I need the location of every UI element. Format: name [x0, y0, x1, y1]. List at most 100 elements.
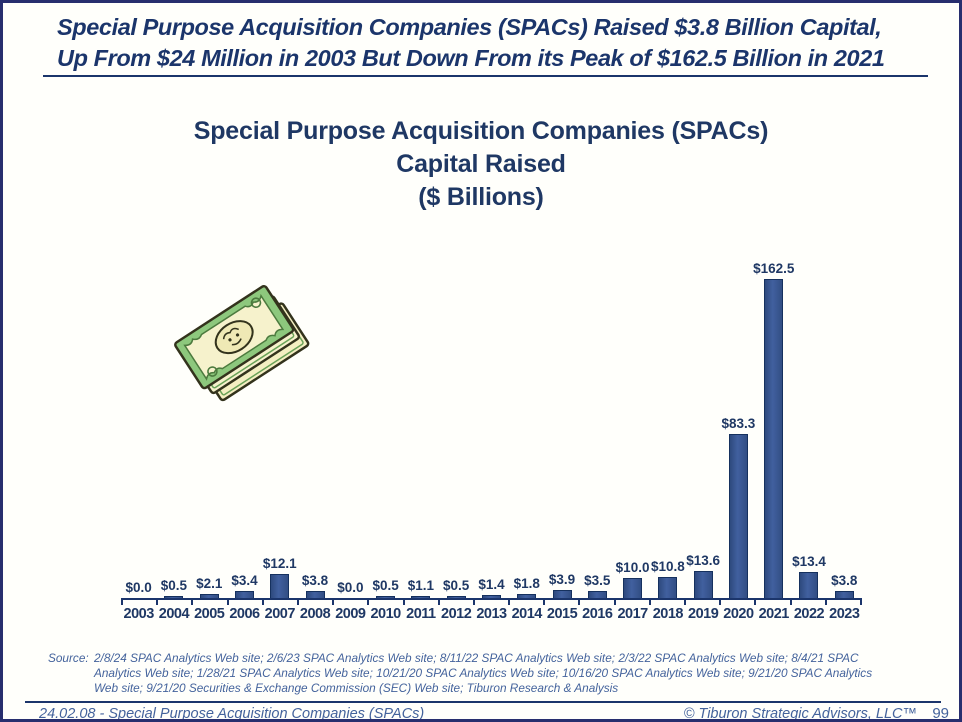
bar — [517, 594, 537, 598]
chart-title: Special Purpose Acquisition Companies (S… — [3, 115, 959, 214]
footer-rule — [25, 701, 941, 703]
bar — [446, 596, 466, 598]
year-label: 2014 — [511, 606, 543, 622]
bar-value-label: $12.1 — [262, 556, 297, 571]
bar-column: $0.5 — [368, 578, 403, 598]
year-label: 2020 — [723, 606, 754, 622]
year-label: 2008 — [299, 606, 331, 622]
bar-value-label: $162.5 — [753, 261, 795, 276]
axis-tick — [226, 600, 229, 605]
axis-tick — [508, 600, 511, 605]
bar-value-label: $10.8 — [650, 559, 685, 574]
bar-value-label: $0.0 — [125, 580, 152, 595]
bar — [164, 596, 184, 598]
axis-tick — [191, 600, 194, 605]
bar-column: $0.0 — [121, 580, 156, 598]
footer-copyright: © Tiburon Strategic Advisors, LLC™ — [683, 706, 917, 722]
bars-row: $0.0 $0.5 $2.1 $3.4 $12.1 $3.8 $0.0 $0.5 $1.1 $0.… — [121, 253, 862, 598]
bar-column: $3.8 — [297, 573, 332, 598]
axis-tick — [684, 600, 686, 605]
axis-tick — [789, 600, 792, 605]
year-label: 2018 — [652, 606, 684, 622]
source-note: Source: 2/8/24 SPAC Analytics Web site; … — [48, 651, 898, 696]
axis-tick — [824, 600, 827, 605]
source-label: Source: — [48, 651, 89, 665]
year-label: 2006 — [229, 606, 260, 622]
bar-value-label: $1.4 — [478, 577, 505, 592]
bar-column: $1.4 — [474, 577, 509, 598]
bar — [234, 591, 254, 598]
header-line-2: Up From $24 Million in 2003 But Down Fro… — [57, 45, 885, 71]
bar — [623, 578, 643, 598]
year-label: 2007 — [264, 606, 296, 622]
year-label: 2017 — [617, 606, 648, 622]
bar-value-label: $3.8 — [831, 573, 858, 588]
axis-tick — [578, 600, 581, 605]
bar-column: $3.8 — [827, 573, 862, 598]
x-axis-year-labels: 2003 2004 2005 2006 2007 2008 2009 2010 2011 2012… — [121, 606, 862, 622]
year-label: 2012 — [441, 606, 472, 622]
footer-page-number: 99 — [932, 705, 949, 722]
header-takeaway: Special Purpose Acquisition Companies (S… — [57, 12, 937, 74]
bar-value-label: $2.1 — [196, 576, 223, 591]
year-label: 2022 — [793, 606, 825, 622]
axis-tick — [754, 600, 757, 605]
year-label: 2016 — [582, 606, 613, 622]
bar-column: $0.5 — [439, 578, 474, 598]
bar-value-label: $3.8 — [301, 573, 329, 588]
bar-value-label: $1.8 — [513, 576, 540, 591]
bar-value-label: $0.5 — [160, 578, 188, 593]
bar-column: $10.8 — [650, 559, 685, 598]
axis-tick — [402, 600, 405, 605]
x-axis-ticks — [121, 600, 862, 605]
bar — [270, 574, 290, 598]
axis-tick — [332, 600, 335, 605]
axis-tick — [648, 600, 651, 605]
chart-title-line-1: Special Purpose Acquisition Companies (S… — [193, 117, 769, 145]
bar-value-label: $10.0 — [615, 560, 650, 575]
bar-value-label: $0.5 — [372, 578, 399, 593]
bar-chart: $0.0 $0.5 $2.1 $3.4 $12.1 $3.8 $0.0 $0.5 $1.1 $0.… — [121, 253, 862, 622]
bar — [411, 596, 431, 598]
bar-value-label: $3.4 — [231, 573, 258, 588]
money-stack-icon — [174, 284, 310, 402]
bar-column: $1.1 — [403, 578, 438, 598]
bar — [305, 591, 325, 598]
axis-tick — [367, 600, 370, 605]
bar-column: $162.5 — [753, 261, 795, 598]
source-text: 2/8/24 SPAC Analytics Web site; 2/6/23 S… — [94, 651, 873, 695]
year-label: 2009 — [335, 606, 366, 622]
axis-tick — [859, 600, 862, 605]
bar-column: $10.0 — [615, 560, 650, 598]
axis-tick — [296, 600, 299, 605]
bar — [376, 596, 396, 598]
bar-value-label: $83.3 — [721, 416, 756, 431]
axis-tick — [261, 600, 264, 605]
year-label: 2003 — [123, 606, 155, 622]
axis-tick — [121, 600, 123, 605]
header-underline-rule — [43, 75, 928, 77]
bar — [481, 595, 501, 598]
year-label: 2015 — [546, 606, 578, 622]
bar — [693, 571, 713, 598]
year-label: 2005 — [194, 606, 225, 622]
year-label: 2023 — [829, 606, 860, 622]
bar-column: $12.1 — [262, 556, 297, 598]
axis-tick — [613, 600, 616, 605]
bar-value-label: $13.4 — [792, 554, 826, 569]
bar — [587, 591, 607, 598]
axis-tick — [156, 600, 159, 605]
bar-column: $0.0 — [333, 580, 368, 598]
bar-value-label: $3.5 — [584, 573, 611, 588]
bar-column: $3.5 — [580, 573, 615, 598]
bar — [764, 279, 784, 598]
bar — [799, 572, 819, 598]
footer-slide-id: 24.02.08 - Special Purpose Acquisition C… — [39, 706, 425, 722]
bar-value-label: $3.9 — [548, 572, 576, 587]
bar-column: $3.4 — [227, 573, 262, 598]
bar-value-label: $1.1 — [407, 578, 435, 593]
bar-column: $83.3 — [721, 416, 756, 598]
header-line-1: Special Purpose Acquisition Companies (S… — [57, 14, 882, 40]
year-label: 2011 — [406, 606, 436, 622]
